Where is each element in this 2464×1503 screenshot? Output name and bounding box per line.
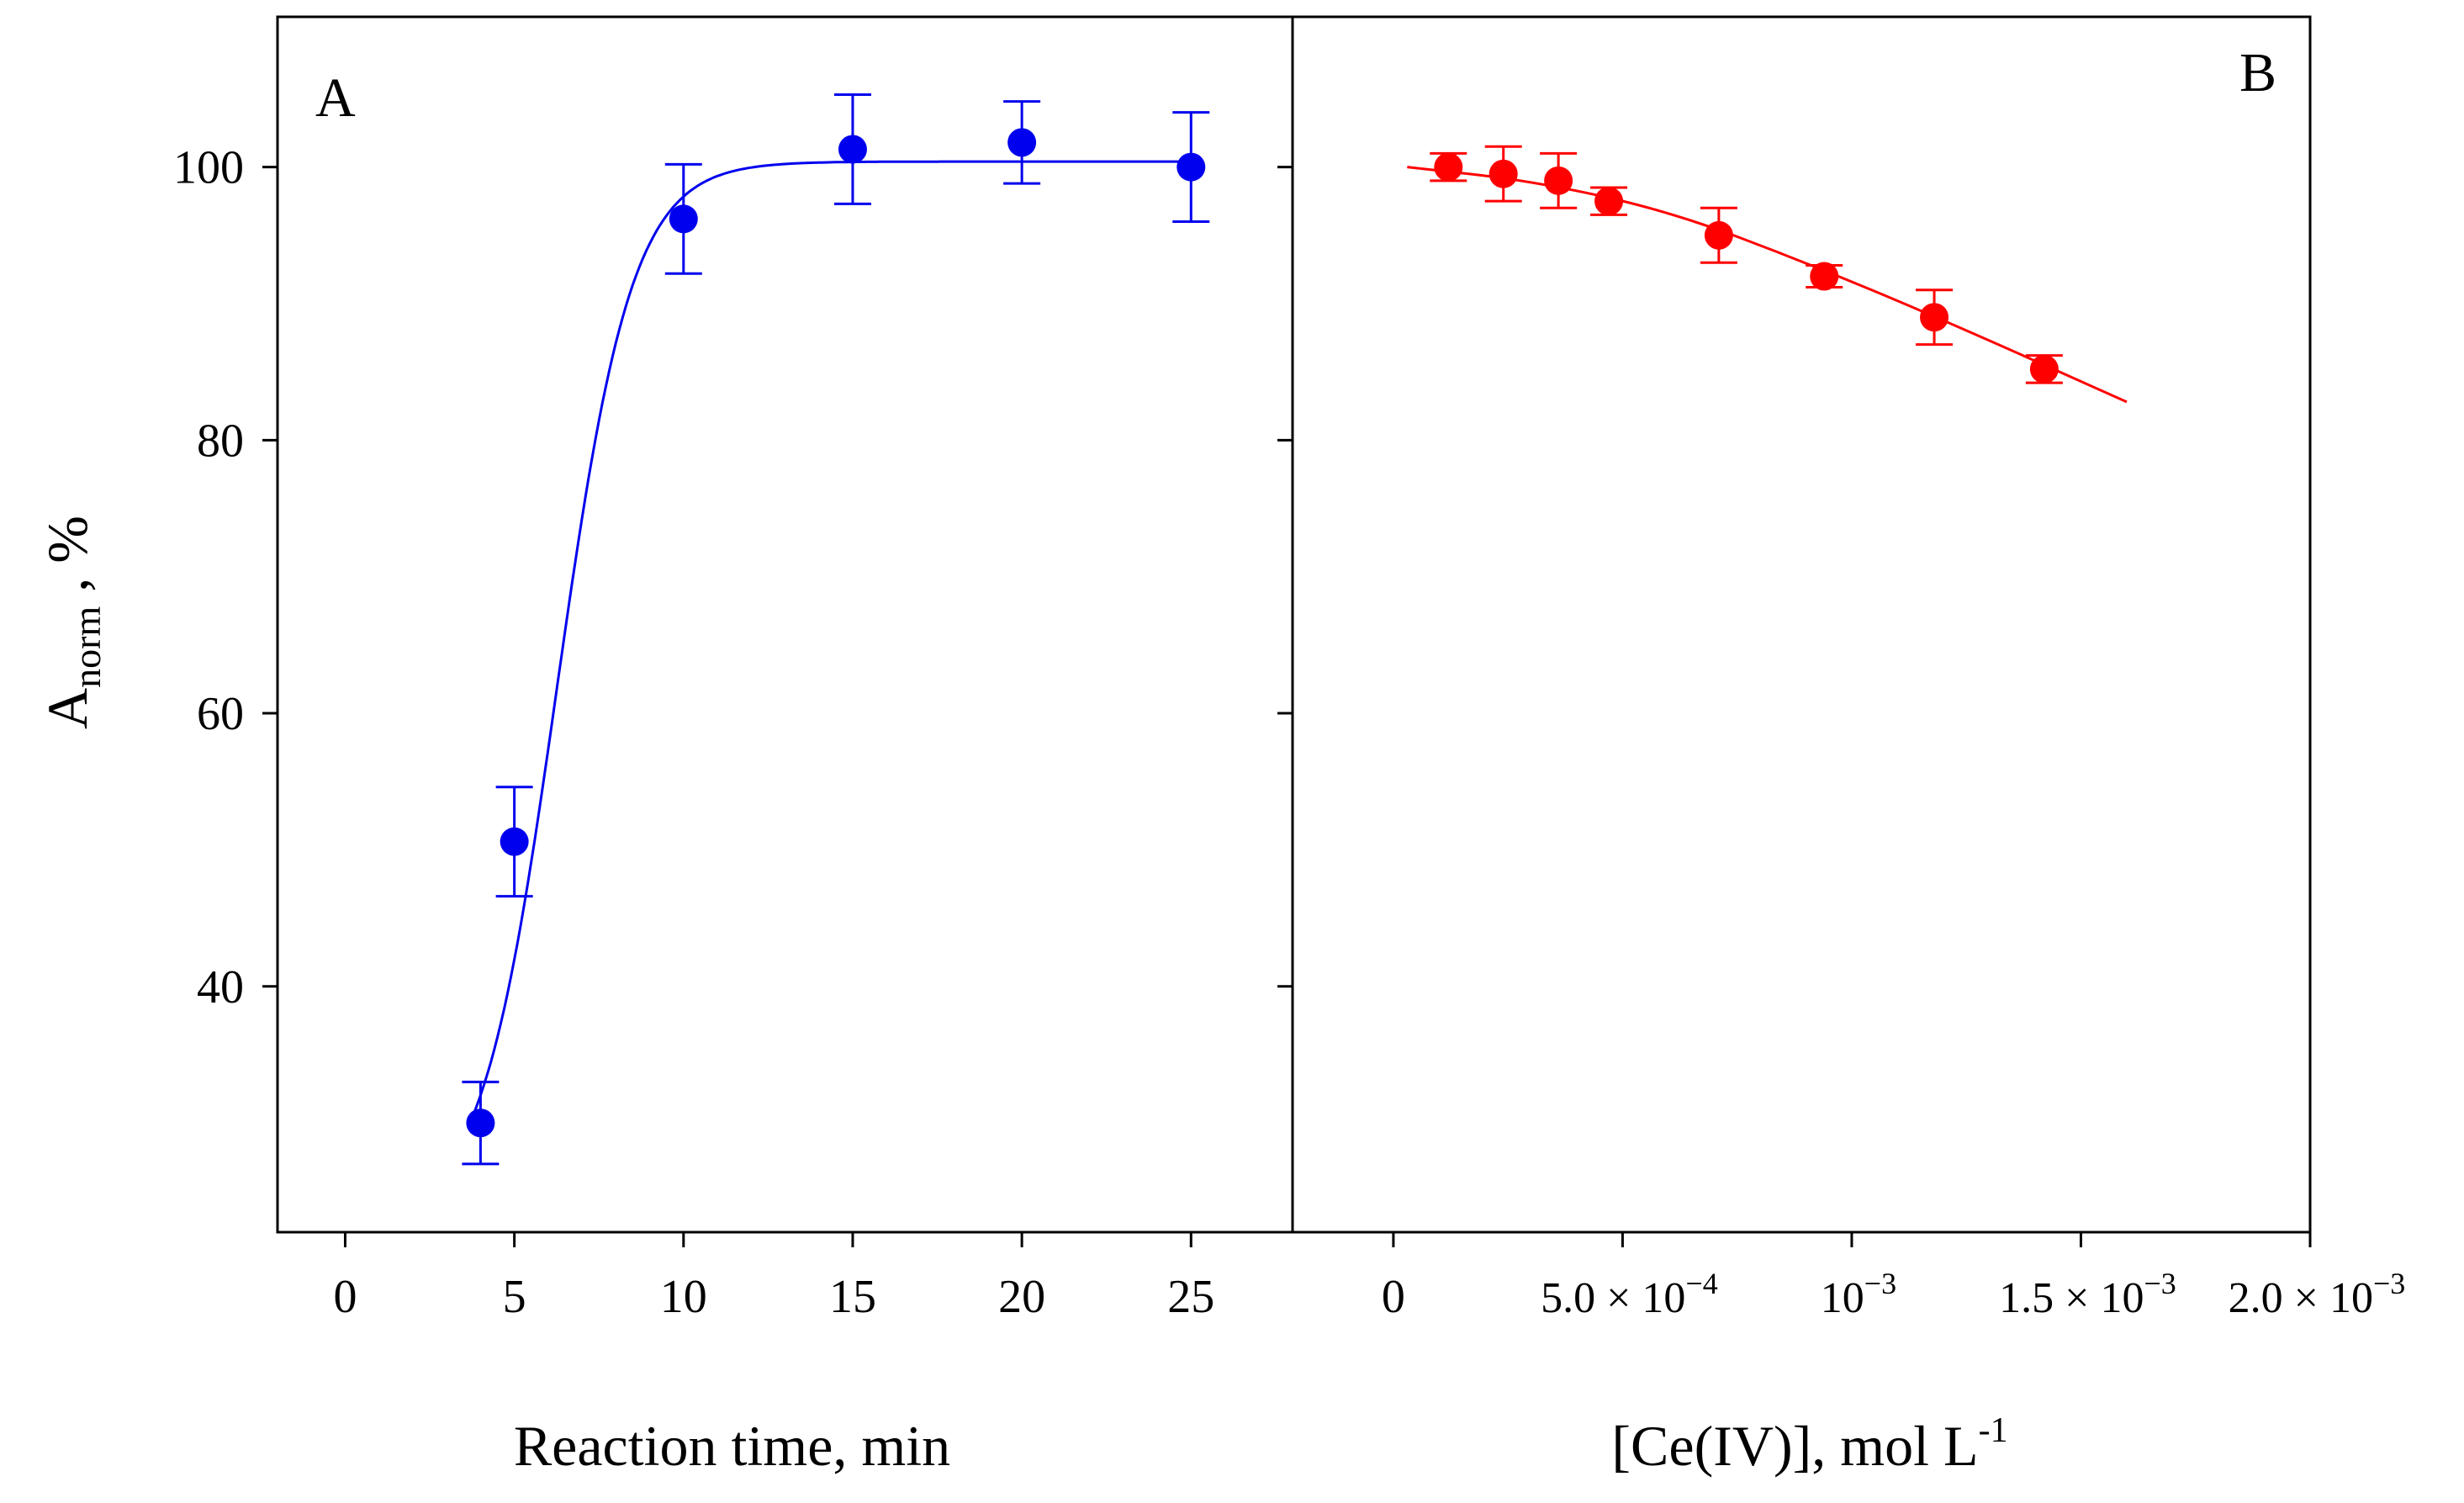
x-axis-title-b-exponent: -1 [1979,1411,2008,1450]
y-axis-title-subscript: norm [66,606,108,688]
x-axis-title-b-text: [Ce(IV)], mol L [1611,1414,1978,1478]
data-point-a [1007,128,1037,157]
y-tick-label: 60 [197,688,244,740]
x-tick-label-a: 10 [660,1271,707,1323]
data-point-a [466,1109,495,1138]
x-tick-label-b-exponent: −4 [1685,1267,1717,1300]
x-tick-label-b: 10−3 [1821,1267,1896,1322]
x-tick-label-a: 15 [829,1271,876,1323]
y-axis-title: Anorm , % [35,516,108,729]
fit-curve-b [1407,166,2128,404]
fit-curve-a [472,160,1192,1114]
panel-label-b: B [2239,42,2276,103]
data-point-a [838,135,867,164]
data-point-b [1704,220,1733,250]
data-point-b [1488,159,1518,188]
x-tick-label-b: 1.5 × 10−3 [1999,1267,2176,1322]
plot-frame [276,15,2312,1234]
axis-labels: A B Reaction time, min [Ce(IV)], mol L-1 Ano… [35,42,2276,1478]
x-tick-label-b-exponent: −3 [1864,1267,1896,1300]
data-point-b [1810,262,1839,291]
data-point-b [1434,152,1463,182]
x-tick-label-a: 20 [998,1271,1045,1323]
y-axis-title-main: A [35,688,99,729]
data-point-b [1920,303,1949,332]
data-point-a [1176,152,1206,182]
x-tick-label-b-base: 5.0 × 10 [1541,1274,1685,1322]
x-tick-label-b-exponent: −3 [2144,1267,2176,1300]
x-tick-label-b: 2.0 × 10−3 [2229,1267,2406,1322]
x-tick-label-a: 5 [503,1271,526,1323]
panel-b [1407,145,2128,404]
y-tick-label: 80 [197,415,244,467]
x-tick-label-a: 25 [1167,1271,1214,1323]
data-point-a [500,827,529,856]
x-tick-label-b-base: 0 [1382,1271,1405,1323]
panel-label-a: A [315,67,356,129]
y-tick-label: 100 [173,142,244,194]
y-axis-title-suffix: , % [35,516,99,606]
x-axis-title-b: [Ce(IV)], mol L-1 [1611,1411,2007,1478]
panel-a [462,93,1210,1166]
x-tick-label-b-exponent: −3 [2373,1267,2405,1300]
y-tick-label: 40 [197,961,244,1013]
x-tick-label-a: 0 [333,1271,357,1323]
data-point-b [1594,187,1624,216]
x-tick-label-b-base: 2.0 × 10 [2229,1274,2373,1322]
data-point-a [669,204,698,234]
data-point-b [1544,166,1573,195]
data-point-b [2029,354,2059,384]
x-tick-label-b: 0 [1382,1271,1405,1323]
x-tick-label-b-base: 1.5 × 10 [1999,1274,2144,1322]
x-tick-label-b-base: 10 [1821,1274,1864,1322]
x-tick-label-b: 5.0 × 10−4 [1541,1267,1718,1322]
x-axis-title-a: Reaction time, min [514,1414,950,1478]
